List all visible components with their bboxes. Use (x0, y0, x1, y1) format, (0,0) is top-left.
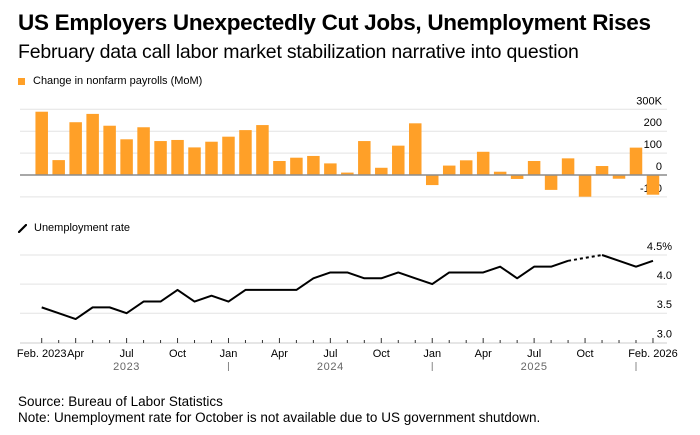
payroll-bar (510, 175, 524, 179)
x-year-label: 2024 (317, 361, 344, 373)
x-tick-label: Oct (373, 348, 390, 360)
x-tick-label: Jan (220, 348, 238, 360)
legend-unemployment-label: Unemployment rate (34, 222, 130, 234)
line-chart-y-axis: 4.5% 4.0 3.5 3.0 (647, 241, 672, 340)
payroll-bar (392, 145, 405, 175)
bar-chart-bars (35, 111, 660, 197)
line-y-tick-label: 4.0 (657, 270, 672, 282)
x-tick-label: Feb. 2023 (17, 348, 67, 360)
payroll-bar (222, 136, 235, 175)
payroll-bar (154, 141, 167, 175)
x-tick-label: Jul (120, 348, 134, 360)
payroll-bar (375, 167, 388, 175)
line-chart-gridlines (20, 254, 667, 314)
payroll-bar (256, 125, 269, 175)
source-note: Source: Bureau of Labor Statistics (18, 394, 223, 409)
payroll-bar (171, 139, 184, 175)
bar-y-tick-label: 200 (644, 117, 662, 129)
payroll-bar (629, 147, 643, 175)
payroll-bar (646, 175, 660, 195)
x-tick-label: Jul (527, 348, 541, 360)
payroll-bar (52, 160, 65, 175)
payroll-bar (595, 166, 609, 175)
bar-y-tick-label: 100 (644, 139, 662, 151)
payroll-bar (476, 151, 490, 175)
payroll-bar (358, 141, 371, 175)
payroll-bar (120, 139, 133, 175)
line-y-tick-label: 3.5 (657, 299, 672, 311)
x-tick-label: Oct (169, 348, 186, 360)
x-year-label: 2023 (113, 361, 140, 373)
chart-title: US Employers Unexpectedly Cut Jobs, Unem… (18, 10, 651, 35)
footnote: Note: Unemployment rate for October is n… (18, 410, 541, 425)
payroll-bar (239, 130, 252, 175)
payroll-bar (341, 172, 354, 175)
bar-y-tick-label: 300K (636, 95, 662, 107)
legend-payrolls-label: Change in nonfarm payrolls (MoM) (33, 75, 203, 87)
x-tick-label: Jul (323, 348, 337, 360)
x-tick-label: Apr (475, 348, 492, 360)
payroll-bar (442, 165, 456, 175)
x-tick-label: Oct (576, 348, 593, 360)
unemployment-line-segment (601, 254, 654, 268)
payroll-bar (544, 175, 558, 190)
payroll-bar (35, 111, 48, 175)
payroll-bar (527, 160, 541, 175)
payroll-bar (561, 158, 575, 175)
payroll-bar (578, 175, 592, 197)
payroll-bar (425, 175, 439, 186)
payroll-bar (409, 123, 422, 175)
payroll-bar (273, 160, 286, 175)
x-tick-label: Apr (271, 348, 288, 360)
x-tick-label: Jan (423, 348, 441, 360)
payroll-bar (103, 125, 116, 175)
payroll-bar (324, 163, 337, 175)
x-axis: Feb. 2023 Apr Jul Oct Jan Apr Jul Oct Jan Apr Jul O… (17, 338, 678, 373)
payroll-bar (307, 155, 320, 175)
chart-subtitle: February data call labor market stabiliz… (18, 41, 579, 63)
chart-footer: Source: Bureau of Labor Statistics Note:… (18, 394, 540, 426)
payroll-bar (290, 157, 303, 175)
payroll-bar (188, 147, 201, 175)
unemployment-gap-dotted-line (567, 254, 603, 262)
legend-unemployment: Unemployment rate (17, 222, 130, 234)
bar-chart-gridlines (20, 108, 667, 198)
legend-payrolls: Change in nonfarm payrolls (MoM) (18, 75, 202, 87)
line-y-tick-label: 3.0 (657, 328, 672, 340)
x-year-label: 2025 (521, 361, 548, 373)
unemployment-line-segment (41, 259, 569, 321)
bar-y-tick-label: 0 (656, 161, 662, 173)
legend-swatch-square-icon (18, 77, 25, 85)
x-tick-label: Feb. 2026 (628, 348, 678, 360)
payroll-bar (86, 113, 99, 175)
payroll-bar (69, 122, 82, 175)
payroll-bar (493, 171, 507, 175)
payroll-bar (137, 127, 150, 175)
x-tick-label: Apr (67, 348, 84, 360)
payroll-bar (612, 175, 626, 179)
legend-swatch-line-icon (17, 223, 28, 233)
payroll-bar (459, 160, 473, 175)
line-chart-series (41, 254, 654, 321)
payroll-bar (205, 141, 218, 175)
line-y-tick-label: 4.5% (647, 241, 672, 253)
